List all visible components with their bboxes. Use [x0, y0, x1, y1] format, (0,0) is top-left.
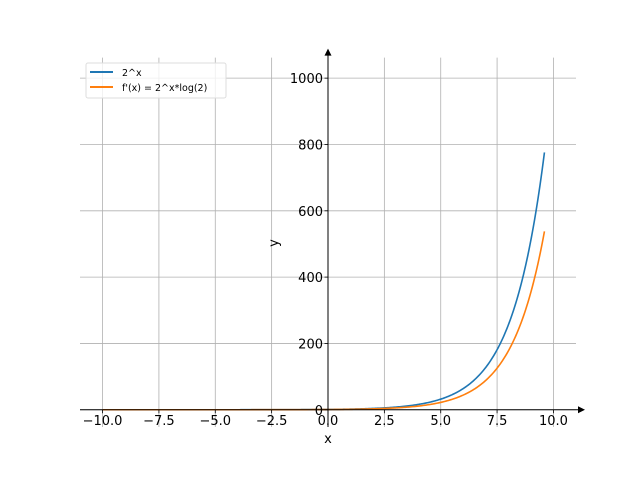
- x-tick-label: 0.0: [318, 414, 339, 429]
- x-tick-label: 7.5: [487, 414, 508, 429]
- legend-label-2x: 2^x: [122, 68, 142, 79]
- x-axis-label: x: [324, 432, 332, 447]
- legend: 2^x f'(x) = 2^x*log(2): [85, 62, 227, 99]
- legend-frame: [85, 62, 227, 99]
- series-line-0: [102, 152, 546, 411]
- y-tick-label: 600: [298, 205, 323, 220]
- y-axis-label: y: [267, 239, 282, 247]
- y-tick-label: 1000: [290, 72, 323, 87]
- x-tick-label: −10.0: [83, 414, 123, 429]
- x-tick-label: 10.0: [539, 414, 568, 429]
- y-tick-label: 400: [298, 271, 323, 286]
- series-line-1: [102, 231, 546, 411]
- x-tick-label: −7.5: [143, 414, 175, 429]
- x-tick-label: 5.0: [430, 414, 451, 429]
- y-tick-label: 200: [298, 337, 323, 352]
- x-tick-label: −5.0: [199, 414, 231, 429]
- ticks: −10.0 −7.5 −5.0 −2.5 0.0 2.5 5.0 7.5 10.0 0 200 400…: [83, 72, 568, 429]
- y-tick-label: 800: [298, 138, 323, 153]
- x-tick-label: 2.5: [374, 414, 395, 429]
- y-axis-arrow: [324, 48, 332, 56]
- y-tick-label: 0: [315, 404, 323, 419]
- legend-label-derivative: f'(x) = 2^x*log(2): [122, 83, 207, 94]
- x-tick-label: −2.5: [256, 414, 288, 429]
- series-group: [102, 152, 546, 411]
- axes: [80, 48, 585, 427]
- x-axis-arrow: [578, 406, 585, 414]
